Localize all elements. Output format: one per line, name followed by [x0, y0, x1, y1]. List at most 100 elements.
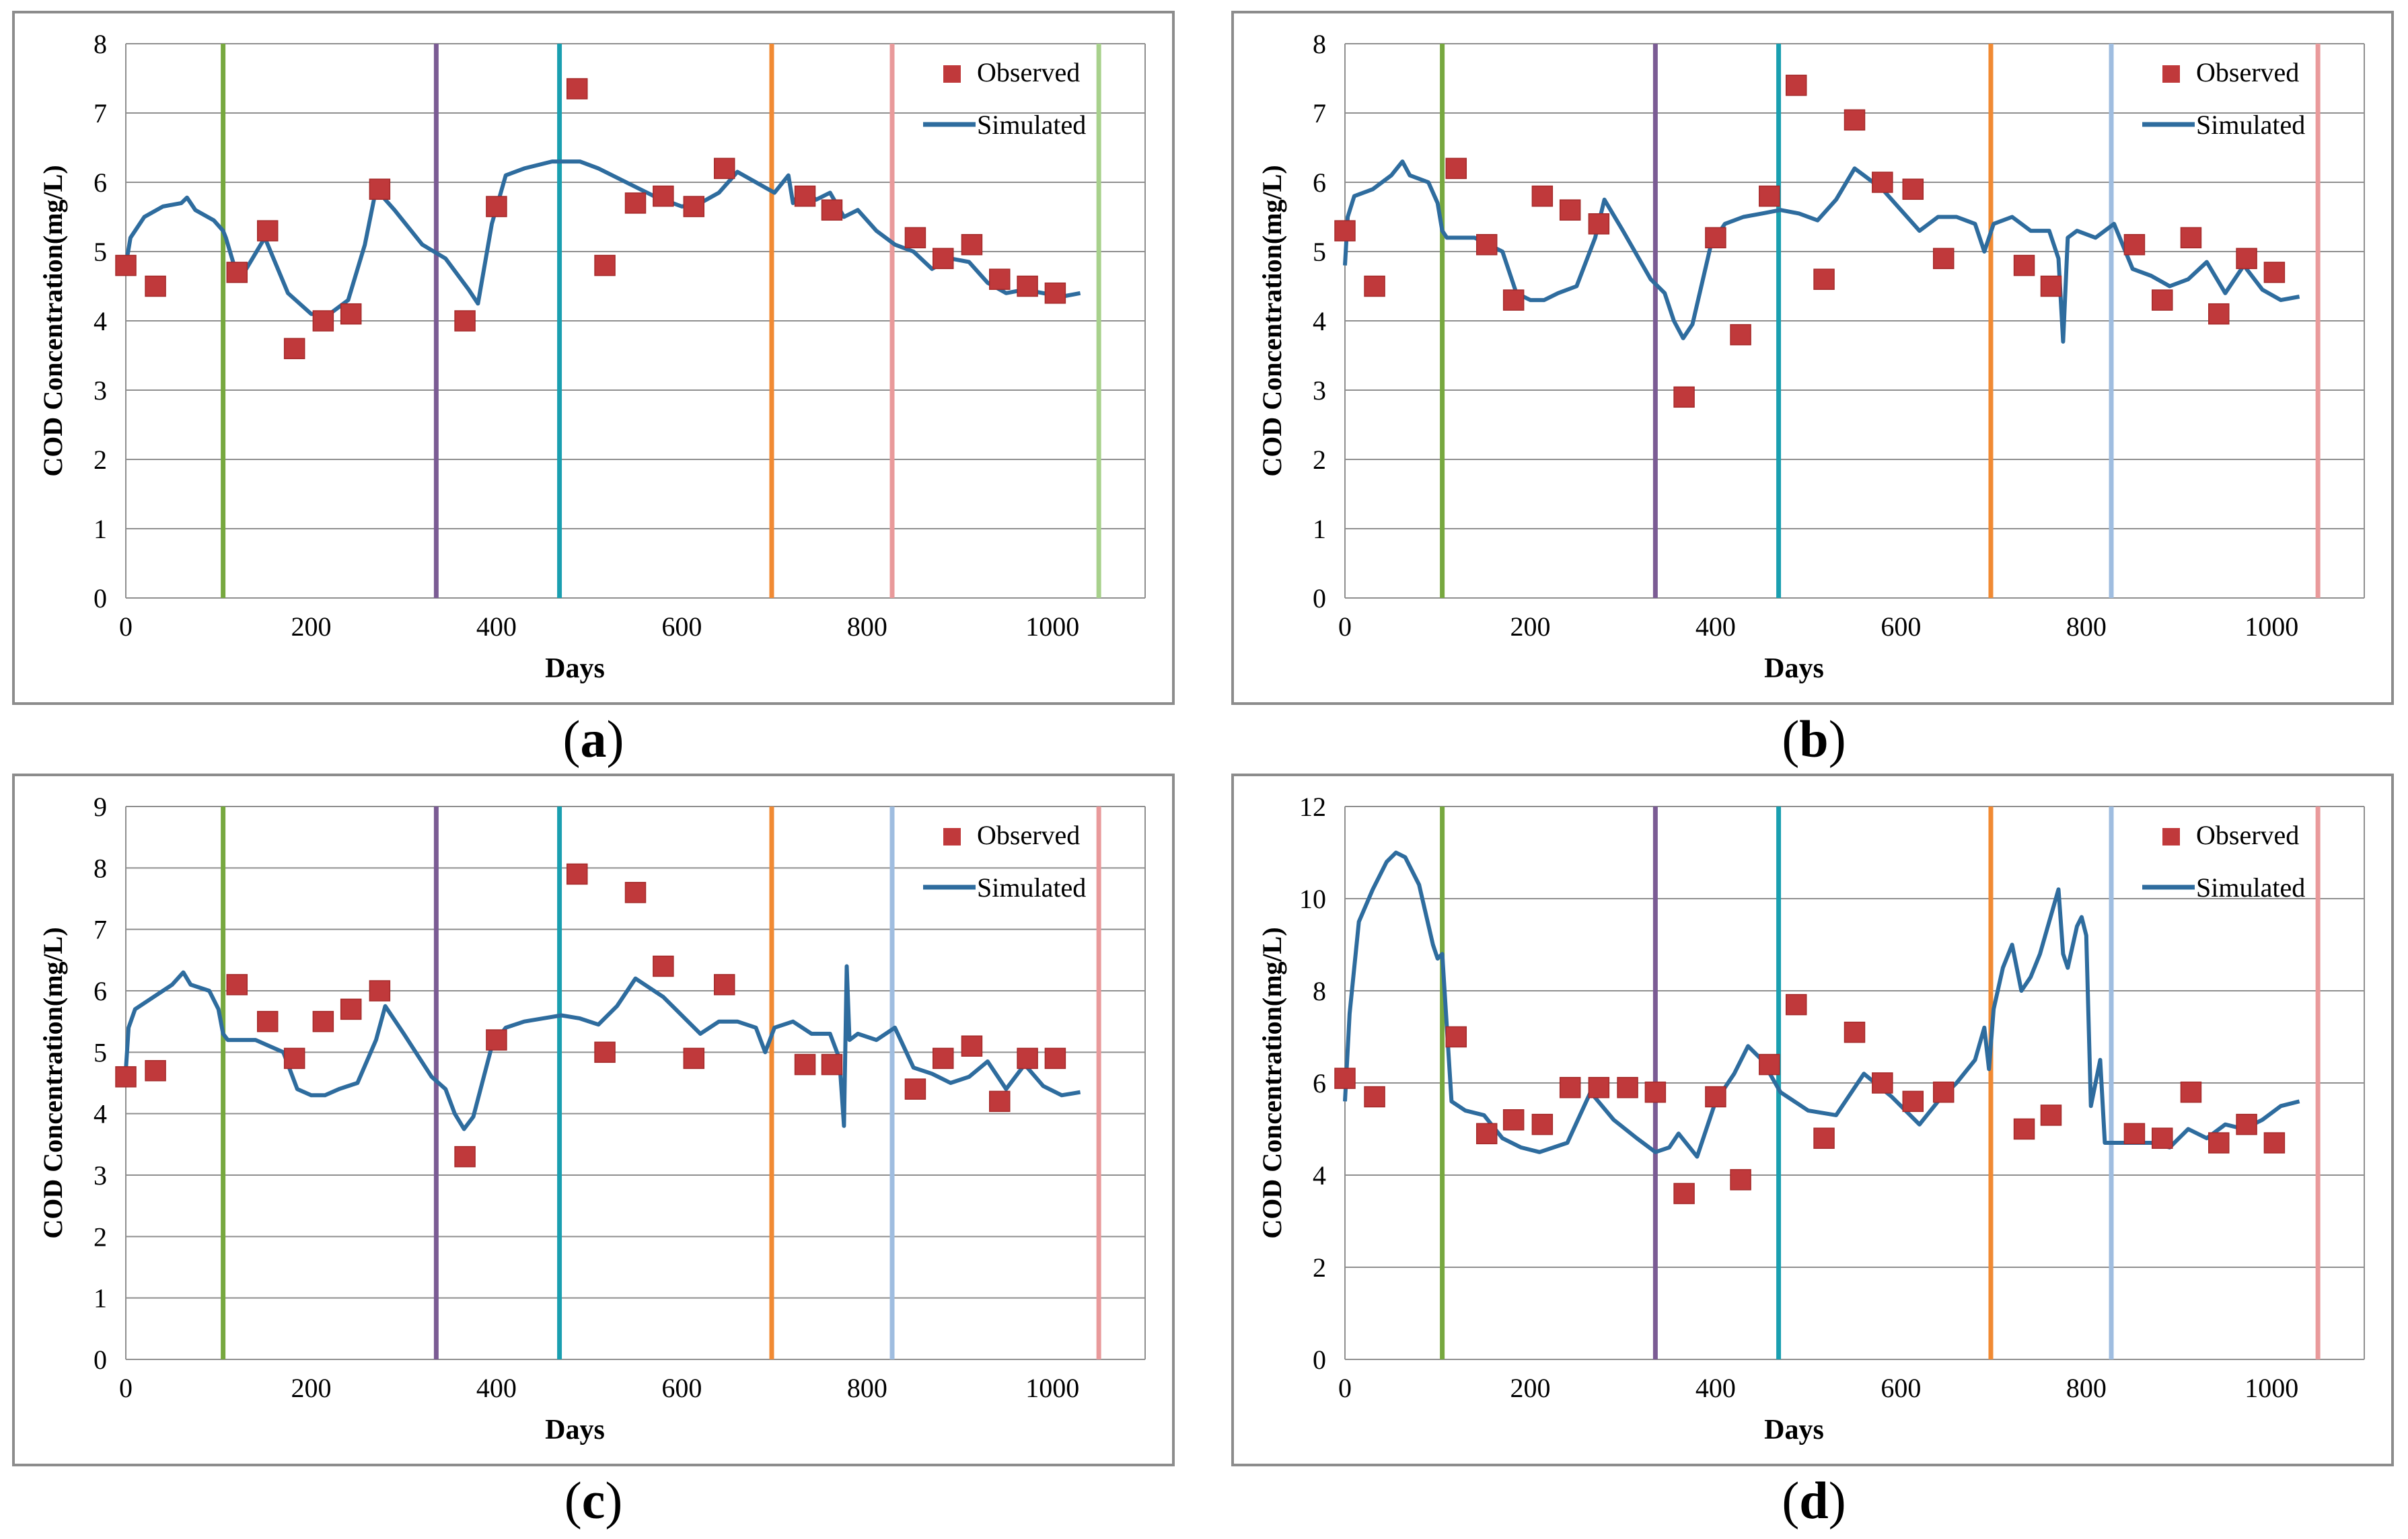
observed-point [683, 196, 705, 217]
y-tick-label: 3 [94, 1160, 107, 1191]
observed-point [1559, 1077, 1581, 1098]
y-tick-label: 3 [1313, 375, 1326, 406]
x-axis-title: Days [545, 1415, 605, 1446]
y-tick-label: 7 [1313, 98, 1326, 128]
observed-point [904, 1078, 926, 1100]
y-tick-label: 1 [94, 1283, 107, 1314]
observed-point [369, 178, 391, 200]
observed-point [1364, 275, 1385, 297]
x-tick-label: 800 [847, 611, 887, 642]
chart-panel-a: 0 1 2 3 4 5 6 7 8 0 200 400 600 800 1000 Days COD Concen… [12, 11, 1175, 705]
observed-point [454, 1146, 476, 1168]
observed-point [115, 1066, 137, 1088]
observed-point [454, 310, 476, 332]
x-tick-label: 600 [661, 611, 702, 642]
y-tick-label: 9 [94, 792, 107, 822]
observed-point [1705, 1086, 1726, 1108]
observed-point [1785, 993, 1807, 1016]
observed-point [904, 227, 926, 249]
caption-c: (c) [564, 1471, 623, 1530]
observed-point [1445, 1026, 1467, 1048]
observed-point [2236, 1113, 2257, 1135]
y-tick-label: 7 [94, 98, 107, 128]
observed-point [2208, 303, 2230, 325]
observed-point [1531, 185, 1554, 207]
chart-b-svg: 0 1 2 3 4 5 6 7 8 0 200 400 600 800 1000 Days COD Concen… [1257, 29, 2365, 684]
y-tick-label: 6 [1313, 1068, 1326, 1098]
observed-point [1017, 275, 1038, 297]
simulated-series-line [124, 964, 1081, 1131]
observed-point [2040, 1104, 2062, 1126]
observed-point [1445, 157, 1467, 180]
observed-point [312, 310, 334, 332]
legend-observed-label: Observed [977, 57, 1080, 87]
x-axis-title: Days [1764, 1415, 1824, 1446]
observed-point [624, 192, 647, 214]
x-tick-label: 400 [476, 1373, 517, 1403]
observed-point [1705, 227, 1726, 249]
observed-point [653, 955, 674, 977]
caption-a: (a) [562, 710, 624, 768]
observed-point [1044, 283, 1066, 304]
observed-point [256, 220, 279, 241]
observed-point [1364, 1086, 1385, 1108]
observed-point [2040, 275, 2062, 297]
legend-observed-marker [2162, 828, 2180, 846]
observed-point [145, 275, 166, 297]
x-tick-label: 1000 [1025, 611, 1079, 642]
y-tick-label: 6 [1313, 167, 1326, 198]
legend-observed-marker [943, 65, 961, 83]
y-tick-label: 4 [1313, 1160, 1326, 1191]
x-tick-label: 1000 [1025, 1373, 1079, 1403]
x-tick-label: 0 [119, 611, 133, 642]
observed-point [1902, 1090, 1924, 1113]
observed-point [653, 185, 674, 207]
observed-point [566, 78, 588, 100]
observed-point [1475, 233, 1498, 256]
y-tick-label: 2 [1313, 1252, 1326, 1283]
observed-point [1759, 185, 1780, 207]
observed-point [794, 1053, 816, 1076]
chart-d-svg: 0 2 4 6 8 10 12 0 200 400 600 800 1000 Days COD Concen… [1257, 792, 2365, 1446]
observed-point [1902, 178, 1924, 200]
chart-panel-c: 0 1 2 3 4 5 6 7 8 9 0 200 400 600 800 1000 Days COD Conce… [12, 774, 1175, 1466]
y-tick-label: 0 [94, 583, 107, 613]
observed-point [713, 157, 735, 180]
x-tick-label: 400 [476, 611, 517, 642]
x-tick-label: 800 [847, 1373, 887, 1403]
observed-point [2263, 262, 2286, 283]
y-tick-label: 3 [94, 375, 107, 406]
y-tick-label: 12 [1299, 792, 1326, 822]
observed-point [594, 254, 616, 276]
x-tick-label: 800 [2066, 1373, 2107, 1403]
observed-point [1673, 386, 1695, 408]
observed-point [1759, 1053, 1780, 1076]
y-tick-label: 4 [1313, 306, 1326, 336]
x-axis-title: Days [545, 653, 605, 684]
y-tick-label: 6 [94, 167, 107, 198]
x-tick-label: 400 [1695, 611, 1736, 642]
x-tick-label: 1000 [2245, 611, 2298, 642]
y-tick-label: 2 [1313, 445, 1326, 475]
observed-point [1531, 1113, 1554, 1135]
x-axis-title: Days [1764, 653, 1824, 684]
observed-point [486, 196, 507, 217]
observed-point [369, 980, 391, 1002]
x-tick-label: 200 [1510, 1373, 1550, 1403]
observed-point [989, 1090, 1011, 1113]
observed-point [821, 199, 843, 221]
observed-point [283, 1047, 305, 1069]
observed-point [2123, 1123, 2146, 1145]
observed-point [2208, 1132, 2230, 1154]
x-tick-label: 0 [1338, 611, 1352, 642]
observed-point [1785, 75, 1807, 96]
observed-point [2123, 233, 2146, 256]
y-tick-label: 0 [94, 1345, 107, 1375]
x-tick-label: 200 [291, 1373, 331, 1403]
observed-point [933, 1047, 954, 1069]
observed-point [1730, 324, 1751, 346]
y-axis-title: COD Concentration(mg/L) [1257, 165, 1287, 476]
observed-point [2236, 248, 2257, 270]
x-tick-label: 800 [2066, 611, 2107, 642]
caption-d: (d) [1782, 1471, 1846, 1530]
